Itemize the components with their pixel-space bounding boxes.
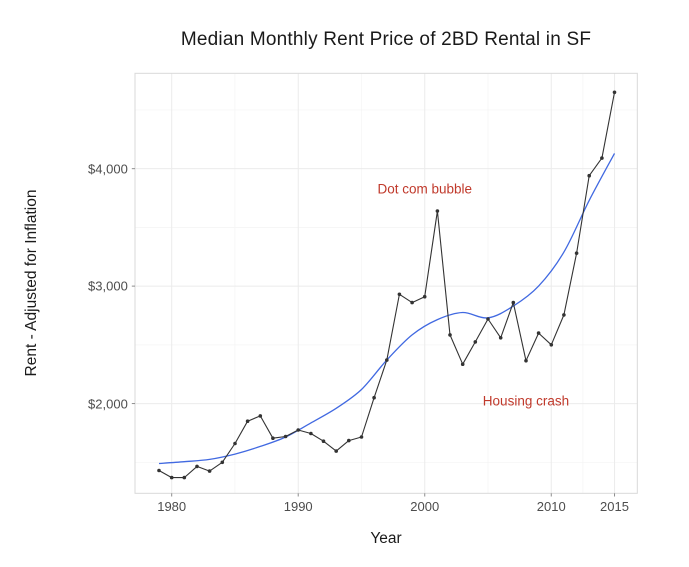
data-point <box>562 313 566 317</box>
y-tick-label-3000: $3,000 <box>88 278 128 294</box>
panel-border <box>134 72 638 494</box>
data-point <box>612 90 617 95</box>
data-point <box>574 251 579 255</box>
data-point <box>435 209 440 213</box>
data-point <box>422 294 427 299</box>
y-tick-label-4000: $4,000 <box>88 161 128 177</box>
x-axis-title: Year <box>370 530 402 547</box>
data-point <box>511 300 516 305</box>
annotation-housing-crash: Housing crash <box>482 393 570 409</box>
data-point <box>169 475 174 480</box>
data-point <box>245 419 250 424</box>
data-point <box>334 449 339 453</box>
data-point <box>258 414 263 418</box>
data-point <box>587 173 591 178</box>
annotation-dot-com-bubble: Dot com bubble <box>377 181 473 197</box>
data-point <box>536 331 541 335</box>
data-point <box>309 431 313 436</box>
y-tick-label-2000: $2,000 <box>88 396 128 412</box>
data-point <box>549 343 554 347</box>
data-point <box>359 435 364 439</box>
data-point <box>283 434 288 439</box>
data-point <box>486 317 490 321</box>
data-point <box>271 436 275 441</box>
data-point <box>600 156 604 160</box>
data-point <box>296 428 301 432</box>
x-tick-label-1990: 1990 <box>283 499 313 515</box>
data-point <box>233 441 237 446</box>
data-point <box>410 300 414 305</box>
smooth-trend-line <box>158 153 616 465</box>
rent-line <box>158 92 616 479</box>
data-point <box>157 468 161 473</box>
data-point <box>385 358 389 362</box>
data-point <box>182 475 187 480</box>
data-point <box>207 469 212 473</box>
data-point <box>397 292 402 297</box>
data-point <box>195 464 199 469</box>
data-point <box>372 395 376 400</box>
x-tick-label-2000: 2000 <box>410 499 440 515</box>
data-point <box>524 358 528 363</box>
data-point <box>220 460 225 465</box>
x-tick-label-2015: 2015 <box>600 499 629 515</box>
data-point <box>448 333 452 337</box>
data-point <box>347 438 351 443</box>
data-point <box>460 362 465 367</box>
x-tick-label-2010: 2010 <box>536 499 566 515</box>
data-point <box>473 340 478 344</box>
x-tick-label-1980: 1980 <box>157 499 187 515</box>
chart-title: Median Monthly Rent Price of 2BD Rental … <box>180 29 592 50</box>
data-point <box>498 336 503 340</box>
data-point <box>321 439 326 444</box>
